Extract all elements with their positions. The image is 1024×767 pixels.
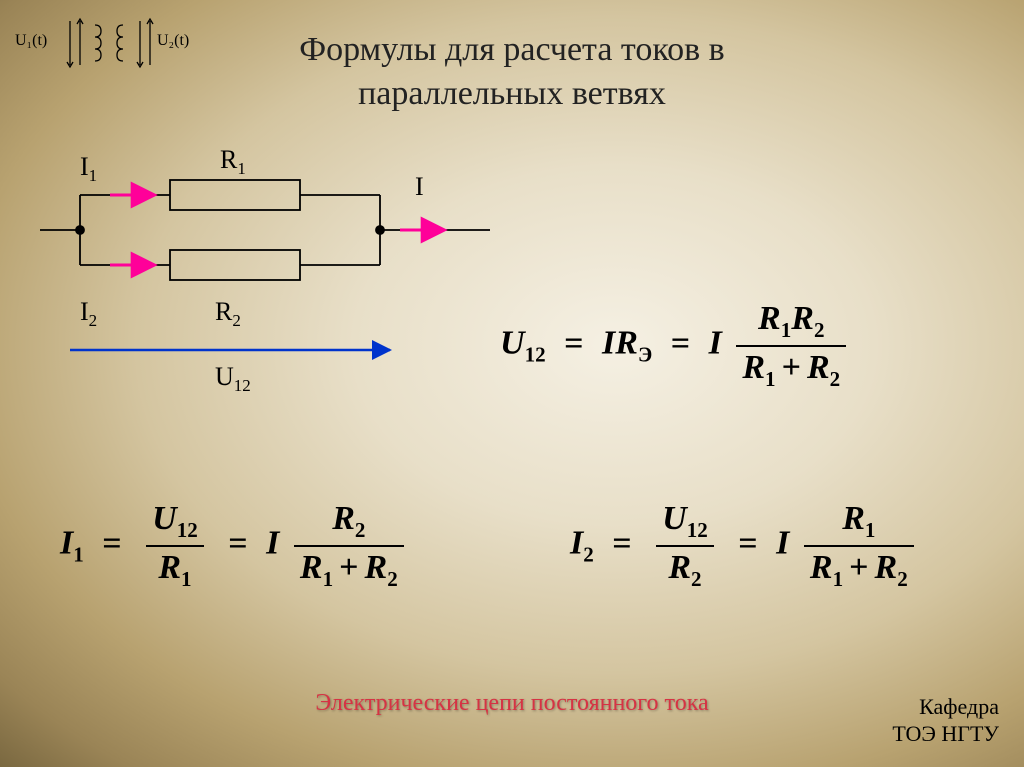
footer-department: КафедраТОЭ НГТУ xyxy=(892,694,999,747)
formula-u12: U12 = IRЭ = I R1R2 R1+R2 xyxy=(500,300,852,392)
parallel-circuit-diagram: I1 R1 I I2 R2 U12 xyxy=(40,140,500,415)
label-R1: R1 xyxy=(220,145,246,178)
slide-title: Формулы для расчета токов в параллельных… xyxy=(0,28,1024,116)
label-I2: I2 xyxy=(80,297,97,330)
formula-i2: I2 = U12 R2 = I R1 R1+R2 xyxy=(570,500,920,592)
label-U12: U12 xyxy=(215,362,251,395)
label-I: I xyxy=(415,172,424,201)
footer-subject: Электрические цепи постоянного тока xyxy=(0,690,1024,717)
label-R2: R2 xyxy=(215,297,241,330)
formula-i1: I1 = U12 R1 = I R2 R1+R2 xyxy=(60,500,410,592)
label-I1: I1 xyxy=(80,152,97,185)
